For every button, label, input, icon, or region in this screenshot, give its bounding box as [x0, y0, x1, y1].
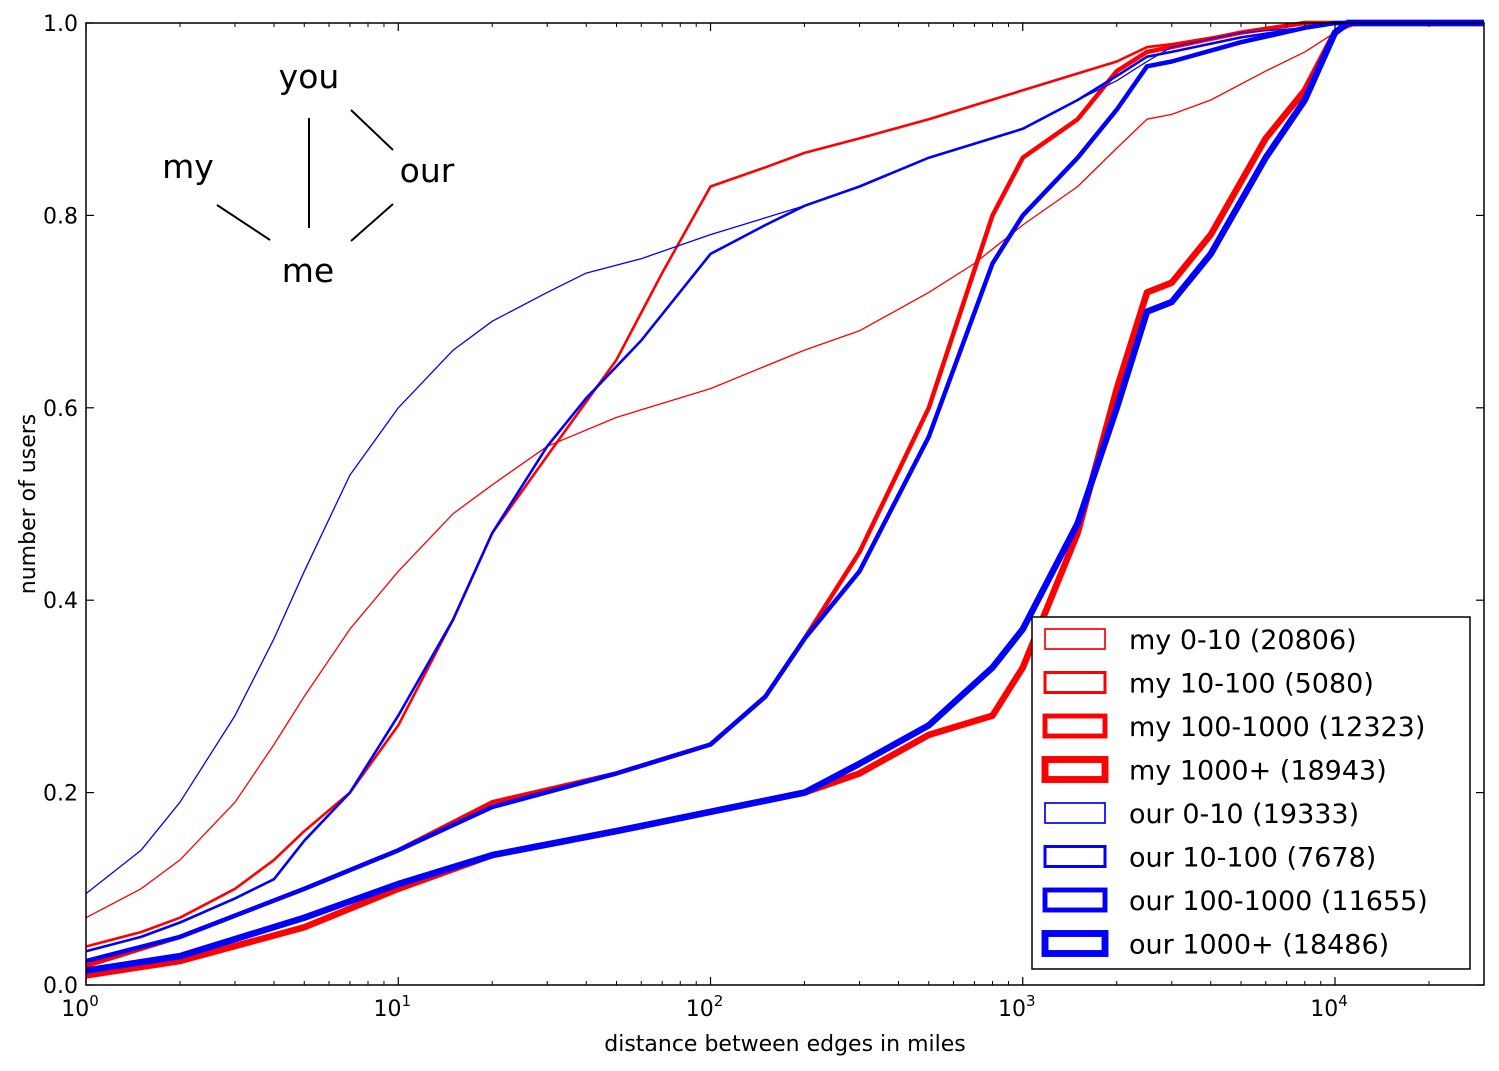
y-tick-label-3: 0.6	[43, 397, 78, 422]
y-tick-label-5: 1.0	[43, 12, 78, 37]
legend-label-5: our 0-10 (19333)	[1129, 799, 1359, 830]
legend-label-3: my 100-1000 (12323)	[1129, 712, 1425, 743]
x-tick-label-0: 100	[61, 992, 99, 1022]
series-line-8	[85, 19, 1484, 974]
annotation-word-me: me	[282, 251, 334, 290]
series-line-2	[85, 21, 1484, 948]
word-network-annotation: you my our me	[162, 57, 455, 290]
legend-label-1: my 0-10 (20806)	[1129, 625, 1357, 656]
annotation-link-our-me	[350, 203, 394, 242]
legend: my 0-10 (20806) my 10-100 (5080) my 100-10…	[1031, 616, 1471, 970]
y-tick-label-4: 0.8	[43, 204, 78, 229]
series-line-5	[85, 22, 1484, 895]
annotation-word-our: our	[400, 151, 455, 190]
y-tick-label-2: 0.4	[43, 589, 78, 614]
legend-label-6: our 10-100 (7678)	[1129, 843, 1376, 874]
legend-label-4: my 1000+ (18943)	[1129, 756, 1387, 787]
legend-label-8: our 1000+ (18486)	[1129, 930, 1389, 961]
x-axis-label: distance between edges in miles	[604, 1032, 966, 1057]
x-tick-label-1: 101	[373, 992, 411, 1022]
annotation-link-my-me	[216, 204, 271, 241]
annotation-word-my: my	[162, 147, 214, 186]
annotation-word-you: you	[279, 57, 340, 96]
legend-label-7: our 100-1000 (11655)	[1129, 886, 1428, 917]
x-tick-label-2: 102	[686, 992, 724, 1022]
legend-swatch-3	[1042, 713, 1108, 739]
y-tick-label-0: 0.0	[43, 974, 78, 999]
x-tick-label-3: 103	[998, 992, 1036, 1022]
x-tick-label-4: 104	[1310, 992, 1348, 1022]
legend-swatch-5	[1044, 802, 1106, 824]
y-tick-label-1: 0.2	[43, 782, 78, 807]
series-line-6	[85, 21, 1484, 953]
y-axis-label: number of users	[16, 414, 41, 595]
legend-swatch-8	[1041, 930, 1109, 957]
legend-swatch-6	[1043, 845, 1107, 868]
legend-swatch-1	[1044, 628, 1106, 650]
series-line-7	[85, 20, 1484, 964]
ticks-layer: 100 101 102 103 104 0.0 0.2 0.4 0.6 0.8 1.0	[43, 12, 1485, 1022]
series-line-1	[85, 22, 1484, 919]
legend-swatch-2	[1043, 671, 1107, 694]
legend-swatch-4	[1041, 756, 1109, 783]
series-layer	[85, 19, 1484, 979]
plot-frame	[85, 22, 1485, 986]
legend-label-2: my 10-100 (5080)	[1129, 669, 1374, 700]
legend-swatch-7	[1042, 887, 1108, 913]
legend-items: my 0-10 (20806) my 10-100 (5080) my 100-10…	[1041, 625, 1428, 961]
annotation-link-you-our	[350, 109, 394, 151]
